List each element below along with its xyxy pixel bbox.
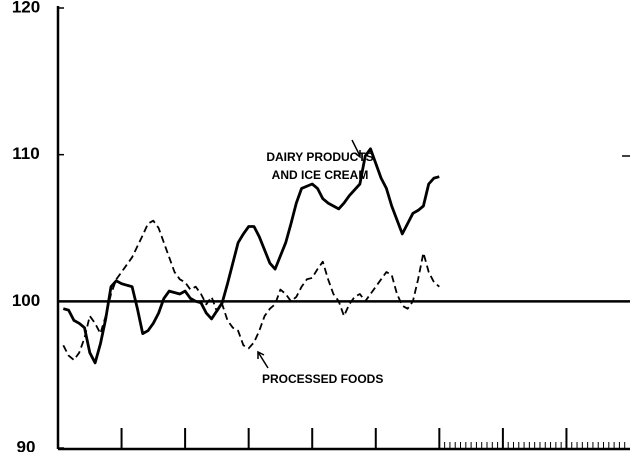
annotation-arrow bbox=[257, 351, 269, 369]
annotation-arrow bbox=[351, 139, 361, 157]
annotation: AND ICE CREAM bbox=[272, 168, 369, 182]
series-line bbox=[62, 147, 440, 365]
y-tick-label: 120 bbox=[12, 0, 40, 16]
annotation: PROCESSED FOODS bbox=[262, 372, 383, 386]
annotation-arrow bbox=[354, 150, 361, 159]
y-tick-label: 110 bbox=[12, 144, 39, 163]
annotation-arrow bbox=[257, 350, 265, 359]
series-line bbox=[62, 219, 440, 361]
y-tick-label: 90 bbox=[17, 437, 36, 452]
y-tick-label: 100 bbox=[12, 291, 40, 310]
annotation: DAIRY PRODUCTS bbox=[266, 150, 373, 164]
